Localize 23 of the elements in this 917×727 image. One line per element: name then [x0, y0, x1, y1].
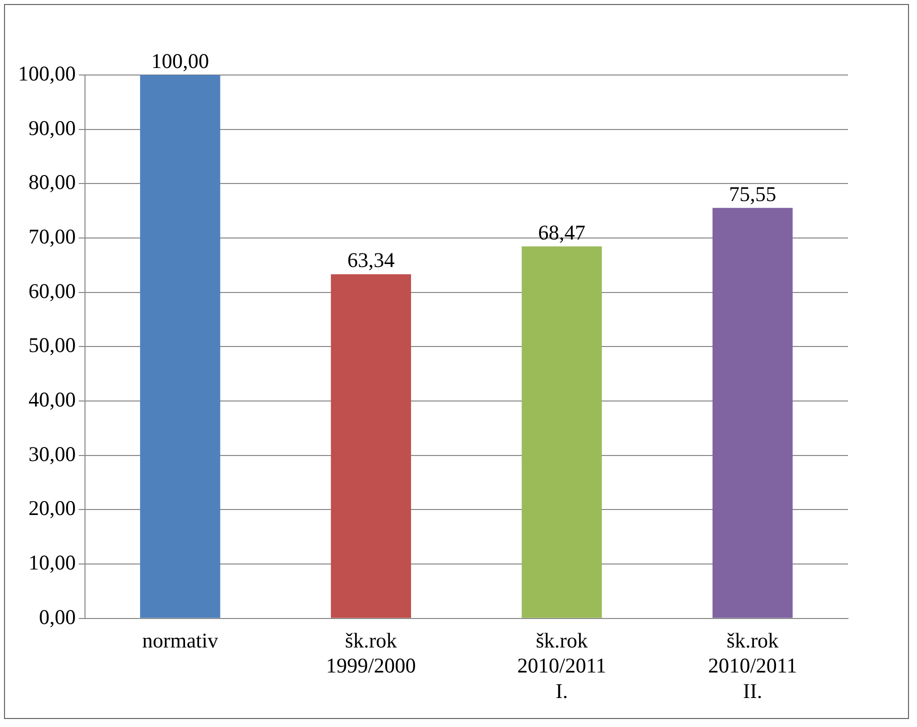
y-tick-label: 10,00: [28, 550, 76, 575]
data-label: 63,34: [347, 248, 396, 272]
bar: [330, 274, 412, 618]
y-tick-label: 70,00: [28, 224, 76, 249]
bar: [522, 246, 602, 618]
data-label: 100,00: [151, 49, 210, 74]
y-tick-label: 20,00: [28, 496, 76, 520]
data-label: 68,47: [538, 220, 586, 244]
y-tick-label: 90,00: [28, 116, 76, 140]
x-tick-label: normativ: [142, 628, 219, 653]
x-tick-label: šk.rok 1999/2000: [326, 628, 416, 678]
x-tick-label: šk.rok 2010/2011 I.: [517, 628, 606, 703]
y-tick-label: 40,00: [28, 388, 76, 412]
y-tick-label: 0,00: [39, 604, 76, 629]
y-tick-label: 30,00: [28, 442, 76, 466]
y-tick-label: 50,00: [28, 333, 76, 358]
bar: [712, 208, 793, 618]
bar: [140, 75, 220, 618]
y-tick-label: 80,00: [28, 170, 76, 194]
x-tick-label: šk.rok 2010/2011 II.: [708, 628, 798, 703]
y-tick-label: 100,00: [18, 62, 76, 86]
y-tick-label: 60,00: [28, 278, 76, 303]
data-label: 75,55: [728, 182, 776, 206]
